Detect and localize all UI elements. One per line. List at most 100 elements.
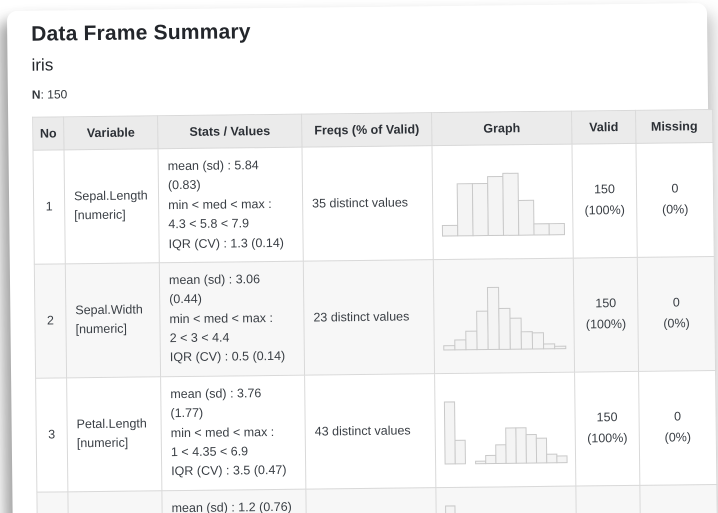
summary-table: No Variable Stats / Values Freqs (% of Vali… xyxy=(32,109,718,513)
stats-cell: mean (sd) : 1.2 (0.76)min < med < max :0… xyxy=(161,488,307,513)
histogram-bar xyxy=(475,310,489,351)
column-header: Valid xyxy=(571,110,636,145)
histogram-bar xyxy=(474,460,486,465)
text-line: [numeric] xyxy=(76,435,129,451)
graph-cell xyxy=(431,144,574,260)
text-line: (0%) xyxy=(664,430,692,445)
variable-cell: Petal.Width[numeric] xyxy=(67,490,163,513)
text-line: 0 xyxy=(674,409,682,424)
graph-cell xyxy=(435,485,577,513)
histogram-bar xyxy=(497,308,511,351)
graph-cell xyxy=(434,371,576,488)
histogram-bar xyxy=(545,453,557,464)
variable-cell: Petal.Length [numeric] xyxy=(66,376,162,492)
valid-cell: 150(100%) xyxy=(575,484,641,513)
valid-cell: 150(100%) xyxy=(574,371,640,486)
text-line: (100%) xyxy=(585,317,627,332)
histogram-bar xyxy=(517,200,535,237)
missing-cell: 0(0%) xyxy=(639,484,718,513)
dataset-name: iris xyxy=(31,55,54,75)
histogram-bar xyxy=(504,427,517,465)
histogram-bar xyxy=(486,176,504,237)
table-row: 2 Sepal.Width [numeric] mean (sd) : 3.06 … xyxy=(34,256,716,378)
text-line: mean (sd) : 3.76 (1.77) xyxy=(170,385,262,421)
text-line: IQR (CV) : 0.5 (0.14) xyxy=(169,349,286,365)
histogram-bar xyxy=(525,434,537,464)
column-header: Graph xyxy=(431,111,572,146)
text-line: 150 xyxy=(595,296,617,311)
histogram-bar xyxy=(442,345,455,351)
stats-cell: mean (sd) : 3.06 (0.44) min < med < max :… xyxy=(159,261,305,377)
text-line: min < med < max : xyxy=(170,424,275,440)
stats-cell: mean (sd) : 3.76 (1.77) min < med < max :… xyxy=(160,374,306,491)
histogram-graph xyxy=(444,505,456,513)
page-title: Data Frame Summary xyxy=(31,20,251,46)
missing-cell: 0 (0%) xyxy=(635,142,715,258)
text-line: 0 xyxy=(671,181,679,196)
histogram-bar xyxy=(484,455,496,465)
variable-cell: Sepal.Width [numeric] xyxy=(65,262,161,378)
row-number: 3 xyxy=(35,377,68,492)
column-header: Freqs (% of Valid) xyxy=(301,112,432,148)
text-line: IQR (CV) : 1.3 (0.14) xyxy=(168,235,284,251)
histogram-bar xyxy=(456,183,474,237)
freqs-cell: 22 distinct values xyxy=(305,487,437,513)
text-line: min < med < max : xyxy=(168,196,272,212)
text-line: Sepal.Length xyxy=(73,188,148,204)
report-card: Data Frame Summary iris N: 150 No Variabl… xyxy=(6,3,718,513)
histogram-bar xyxy=(441,225,458,238)
row-number: 1 xyxy=(33,149,66,265)
histogram-bar xyxy=(453,439,466,465)
histogram-graph xyxy=(441,173,565,238)
histogram-bar xyxy=(532,223,550,236)
histogram-graph xyxy=(443,401,568,465)
row-number: 4 xyxy=(36,491,69,513)
histogram-bar xyxy=(520,331,533,350)
text-line: IQR (CV) : 3.5 (0.47) xyxy=(171,463,287,479)
text-line: (0%) xyxy=(663,316,690,331)
histogram-bar xyxy=(494,444,507,465)
text-line: 2 < 3 < 4.4 xyxy=(169,330,230,346)
histogram-bar xyxy=(443,401,456,465)
text-line: Sepal.Width xyxy=(75,302,143,318)
text-line: min < med < max : xyxy=(169,310,274,326)
histogram-bar xyxy=(548,223,565,236)
table-row: 3 Petal.Length [numeric] mean (sd) : 3.76… xyxy=(35,370,717,492)
text-line: [numeric] xyxy=(74,208,126,223)
text-line: (100%) xyxy=(584,203,625,218)
histogram-bar xyxy=(553,346,566,350)
histogram-bar xyxy=(508,317,522,351)
histogram-bar xyxy=(542,343,555,350)
table-row: 1 Sepal.Length [numeric] mean (sd) : 5.84… xyxy=(33,142,715,265)
missing-cell: 0 (0%) xyxy=(638,370,717,485)
valid-cell: 150 (100%) xyxy=(571,143,638,258)
row-number: 2 xyxy=(34,263,67,378)
column-header: Missing xyxy=(635,109,713,144)
text-line: mean (sd) : 1.2 (0.76) xyxy=(171,499,292,513)
histogram-bar xyxy=(464,330,478,351)
row-count: N: 150 xyxy=(31,80,708,102)
text-line: 150 xyxy=(593,182,615,197)
histogram-bar xyxy=(514,427,527,464)
histogram-bar xyxy=(453,339,466,351)
column-header: Variable xyxy=(63,115,159,150)
missing-cell: 0(0%) xyxy=(637,256,716,372)
stats-cell: mean (sd) : 5.84 (0.83) min < med < max :… xyxy=(158,147,304,263)
text-line: [numeric] xyxy=(75,321,128,337)
text-line: (0%) xyxy=(661,202,689,218)
text-line: 4.3 < 5.8 < 7.9 xyxy=(168,216,250,232)
n-label: N xyxy=(31,87,41,102)
histogram-bar xyxy=(535,437,547,464)
text-line: mean (sd) : 3.06 (0.44) xyxy=(168,272,261,307)
histogram-graph xyxy=(442,287,566,351)
text-line: mean (sd) : 5.84 (0.83) xyxy=(167,158,259,193)
text-line: 1 < 4.35 < 6.9 xyxy=(170,444,249,460)
table-body: 1 Sepal.Length [numeric] mean (sd) : 5.84… xyxy=(33,142,718,513)
column-header: Stats / Values xyxy=(157,114,302,149)
column-header: No xyxy=(32,116,65,151)
freqs-cell: 23 distinct values xyxy=(303,259,435,375)
variable-cell: Sepal.Length [numeric] xyxy=(64,148,160,264)
histogram-bar xyxy=(444,505,456,513)
histogram-bar xyxy=(471,183,489,237)
